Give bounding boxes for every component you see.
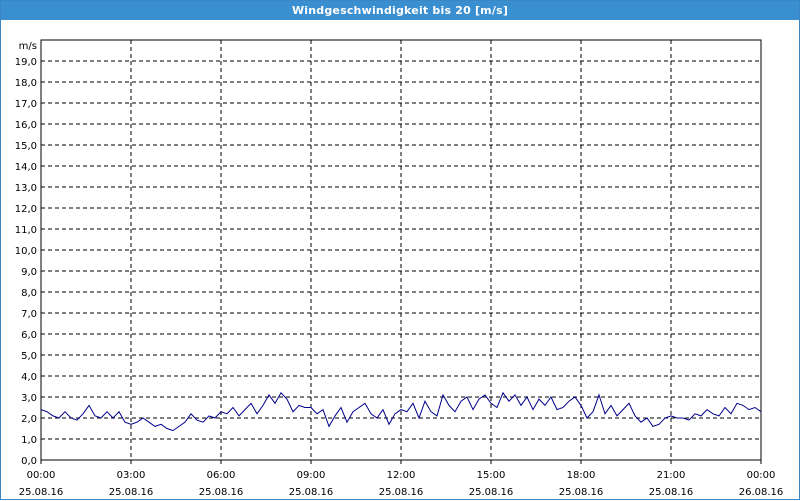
x-tick-date-label: 25.08.16 — [649, 487, 694, 498]
wind-speed-series-line — [40, 391, 762, 432]
y-tick-label: 19,0 — [15, 57, 37, 68]
window-title: Windgeschwindigkeit bis 20 [m/s] — [1, 1, 799, 20]
x-tick-time-label: 18:00 — [567, 470, 596, 481]
y-tick-label: 14,0 — [15, 162, 37, 173]
x-tick-time-label: 09:00 — [297, 470, 326, 481]
x-tick-date-label: 25.08.16 — [19, 487, 64, 498]
y-tick-label: 2,0 — [21, 414, 37, 425]
x-tick-date-label: 25.08.16 — [109, 487, 154, 498]
y-tick-label: 7,0 — [21, 309, 37, 320]
x-tick-time-label: 00:00 — [27, 470, 56, 481]
y-tick-label: 13,0 — [15, 183, 37, 194]
x-tick-date-label: 25.08.16 — [379, 487, 424, 498]
y-tick-label: 12,0 — [15, 204, 37, 215]
y-tick-label: 11,0 — [15, 225, 37, 236]
x-tick-date-label: 25.08.16 — [469, 487, 514, 498]
x-tick-time-label: 15:00 — [477, 470, 506, 481]
y-tick-label: 9,0 — [21, 267, 37, 278]
y-tick-label: 15,0 — [15, 141, 37, 152]
x-tick-date-label: 25.08.16 — [289, 487, 334, 498]
y-tick-label: 18,0 — [15, 78, 37, 89]
x-tick-time-label: 03:00 — [117, 470, 146, 481]
y-tick-label: 8,0 — [21, 288, 37, 299]
x-tick-time-label: 21:00 — [657, 470, 686, 481]
x-tick-time-label: 00:00 — [747, 470, 776, 481]
y-tick-label: 4,0 — [21, 372, 37, 383]
x-tick-date-label: 26.08.16 — [739, 487, 784, 498]
y-tick-label: 6,0 — [21, 330, 37, 341]
x-tick-time-label: 12:00 — [387, 470, 416, 481]
x-tick-date-label: 25.08.16 — [199, 487, 244, 498]
plot-area-frame — [40, 39, 762, 461]
y-axis-label: m/s — [19, 41, 37, 52]
x-tick-date-label: 25.08.16 — [559, 487, 604, 498]
y-tick-label: 10,0 — [15, 246, 37, 257]
x-tick-time-label: 06:00 — [207, 470, 236, 481]
y-tick-label: 3,0 — [21, 393, 37, 404]
y-tick-label: 1,0 — [21, 435, 37, 446]
y-tick-label: 16,0 — [15, 120, 37, 131]
y-tick-label: 17,0 — [15, 99, 37, 110]
y-tick-label: 0,0 — [21, 456, 37, 467]
y-tick-label: 5,0 — [21, 351, 37, 362]
